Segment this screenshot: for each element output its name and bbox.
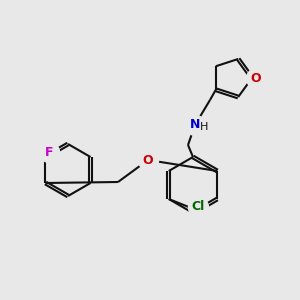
Text: N: N	[190, 118, 200, 131]
Text: O: O	[143, 154, 153, 166]
Text: F: F	[45, 146, 54, 158]
Text: Cl: Cl	[191, 200, 204, 214]
Text: O: O	[251, 71, 261, 85]
Text: H: H	[200, 122, 208, 132]
